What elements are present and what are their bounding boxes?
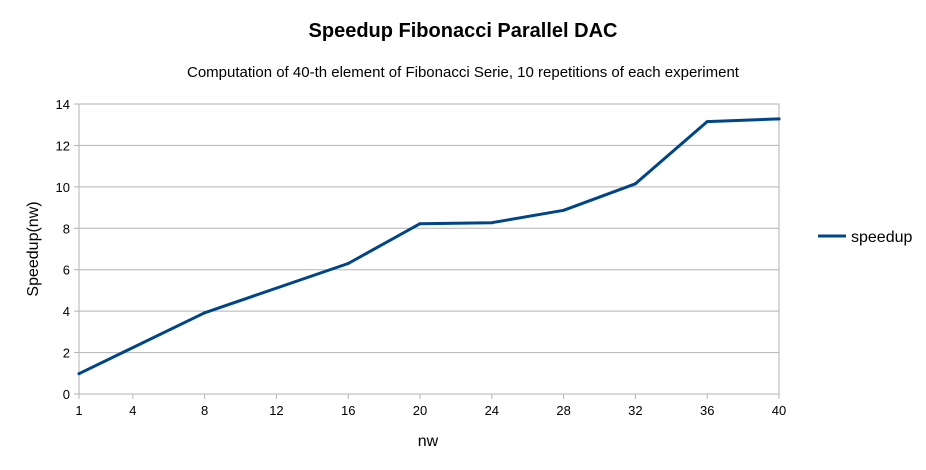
y-tick-label: 14 [56,97,70,112]
series-layer [77,117,781,376]
x-tick-label: 12 [269,403,283,418]
y-tick-label: 0 [63,387,70,402]
chart-subtitle: Computation of 40-th element of Fibonacc… [187,64,739,81]
chart-title: Speedup Fibonacci Parallel DAC [308,20,618,42]
x-tick-label: 1 [75,403,82,418]
x-tick-label: 28 [556,403,570,418]
legend: speedup [818,229,912,246]
y-tick-label: 4 [63,304,70,319]
x-tick-label: 32 [628,403,642,418]
y-tick-label: 6 [63,263,70,278]
series-line-speedup [77,117,781,376]
data-point [346,262,350,265]
data-point [562,208,566,212]
x-tick-label: 8 [201,403,208,418]
y-tick-label: 12 [56,138,70,153]
data-point [77,372,81,376]
data-point [633,182,637,186]
data-point [418,222,422,226]
x-axis-label: nw [418,433,439,450]
y-tick-label: 2 [63,346,70,361]
x-axis-ticks: 1 4 8 12 16 20 24 28 32 36 40 [75,394,786,418]
grid-lines [79,103,779,395]
x-tick-label: 24 [485,403,499,418]
plot-area-frame [78,103,780,395]
x-tick-label: 16 [341,403,355,418]
legend-label-speedup: speedup [851,229,912,246]
data-point [705,120,709,124]
data-point [777,117,781,121]
x-tick-label: 20 [413,403,427,418]
x-tick-label: 36 [700,403,714,418]
x-tick-label: 40 [772,403,786,418]
data-point [203,311,207,315]
x-tick-label: 4 [129,403,136,418]
y-axis-ticks: 0 2 4 6 8 10 12 14 [56,97,79,402]
y-tick-label: 8 [63,221,70,236]
y-tick-label: 10 [56,180,70,195]
data-point [490,221,494,225]
y-axis-label: Speedup(nw) [25,201,42,296]
